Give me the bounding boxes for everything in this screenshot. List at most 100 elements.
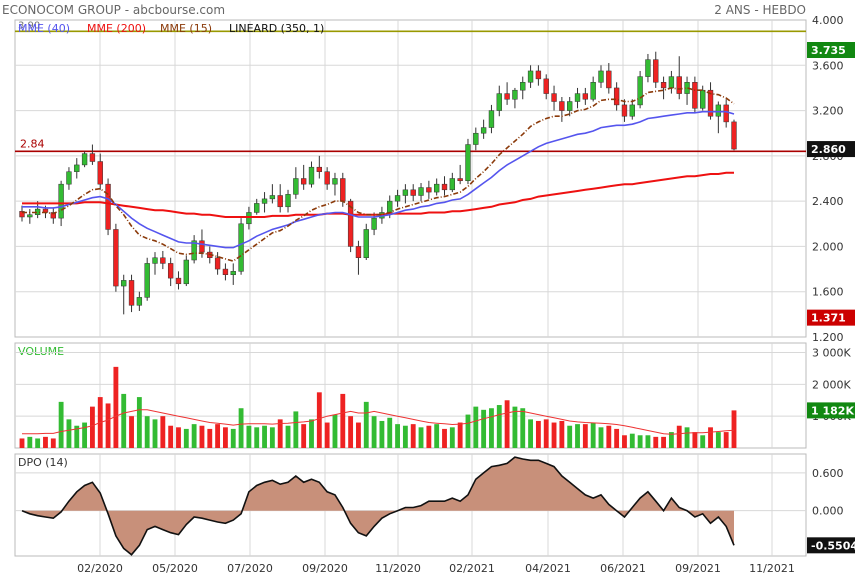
volume-bar <box>645 435 651 448</box>
volume-bar <box>309 419 314 448</box>
period-label: 2 ANS - HEBDO <box>714 3 806 17</box>
candle-body <box>637 76 643 106</box>
dpo-badge: -0.5504 <box>811 539 855 552</box>
volume-bar <box>262 425 267 448</box>
volume-bar <box>598 427 604 448</box>
volume-bar <box>113 366 119 448</box>
candle-body <box>152 257 158 264</box>
volume-bar <box>520 408 526 448</box>
volume-bar <box>121 393 127 448</box>
candle-body <box>559 101 565 111</box>
candle-body <box>606 70 612 89</box>
volume-bar <box>168 425 174 448</box>
price-tick-label: 3.600 <box>812 59 844 72</box>
volume-bar <box>449 427 455 448</box>
volume-bar <box>551 422 557 448</box>
candle-body <box>238 223 244 272</box>
candle-body <box>731 121 737 150</box>
volume-bar <box>324 422 330 448</box>
candle-body <box>692 82 698 109</box>
volume-bar <box>700 435 706 448</box>
candle-body <box>387 200 393 213</box>
candle-body <box>543 78 549 94</box>
volume-bar <box>223 427 228 448</box>
dpo-area <box>22 457 734 555</box>
volume-bar <box>152 419 158 448</box>
price-badge-bg <box>807 309 855 326</box>
volume-bar <box>528 419 533 448</box>
candle-body <box>426 187 432 193</box>
volume-bar <box>504 400 510 448</box>
x-tick-label: 02/2020 <box>77 562 123 575</box>
volume-bar <box>567 425 573 448</box>
volume-bar <box>606 425 612 448</box>
volume-bar <box>293 411 299 448</box>
volume-bar <box>535 420 541 448</box>
volume-bar <box>723 432 729 448</box>
candle-body <box>183 259 189 285</box>
volume-bar <box>176 427 181 448</box>
legend-entry: MME (40) <box>18 22 70 35</box>
candle-body <box>316 166 322 172</box>
volume-bar <box>379 420 385 448</box>
volume-bar <box>316 392 322 448</box>
candle-body <box>723 104 729 123</box>
volume-bar <box>410 424 416 448</box>
candle-body <box>121 280 127 287</box>
candle-body <box>660 82 667 89</box>
candle-body <box>488 110 495 128</box>
candle-body <box>512 89 518 100</box>
candle-body <box>621 104 628 117</box>
volume-bar <box>105 403 111 448</box>
candle-body <box>676 76 682 94</box>
volume-bar <box>254 427 260 448</box>
candle-body <box>496 93 502 111</box>
candle-body <box>136 297 143 306</box>
dpo-tick-label: 0.600 <box>812 467 844 480</box>
candle-body <box>27 214 33 218</box>
volume-bar <box>199 425 205 448</box>
candle-body <box>613 87 620 106</box>
candle-body <box>590 82 596 100</box>
volume-bar <box>614 428 620 448</box>
candle-body <box>598 70 604 83</box>
candle-body <box>551 93 557 102</box>
volume-bar <box>207 428 213 448</box>
volume-bar <box>676 425 682 448</box>
volume-bar <box>426 425 432 448</box>
volume-bar <box>19 438 25 448</box>
volume-bar <box>58 401 64 448</box>
volume-bar <box>715 432 721 448</box>
volume-bar <box>340 393 346 448</box>
candle-body <box>715 104 722 117</box>
price-badge: 2.860 <box>811 143 846 156</box>
candle-body <box>394 195 401 202</box>
volume-title: VOLUME <box>18 345 64 358</box>
x-tick-label: 06/2021 <box>600 562 646 575</box>
x-tick-label: 09/2020 <box>302 562 348 575</box>
volume-bar <box>66 419 72 448</box>
candle-body <box>347 200 354 247</box>
volume-bar <box>285 425 291 448</box>
volume-bar <box>348 416 354 448</box>
volume-bar <box>684 427 690 448</box>
candle-body <box>230 271 236 275</box>
candle-body <box>668 76 675 89</box>
volume-bar <box>692 432 698 448</box>
candle-body <box>527 70 534 83</box>
candle-body <box>277 195 283 208</box>
price-badge: 1.371 <box>811 312 846 325</box>
candle-body <box>269 195 276 200</box>
x-tick-label: 09/2021 <box>675 562 721 575</box>
candle-body <box>473 132 479 145</box>
volume-bar <box>629 433 635 448</box>
price-tick-label: 2.000 <box>812 240 844 253</box>
x-tick-label: 07/2020 <box>227 562 273 575</box>
volume-bar <box>637 435 643 448</box>
candle-body <box>254 203 260 213</box>
price-tick-label: 2.400 <box>812 195 844 208</box>
volume-bar <box>653 436 659 448</box>
volume-bar <box>89 406 95 448</box>
